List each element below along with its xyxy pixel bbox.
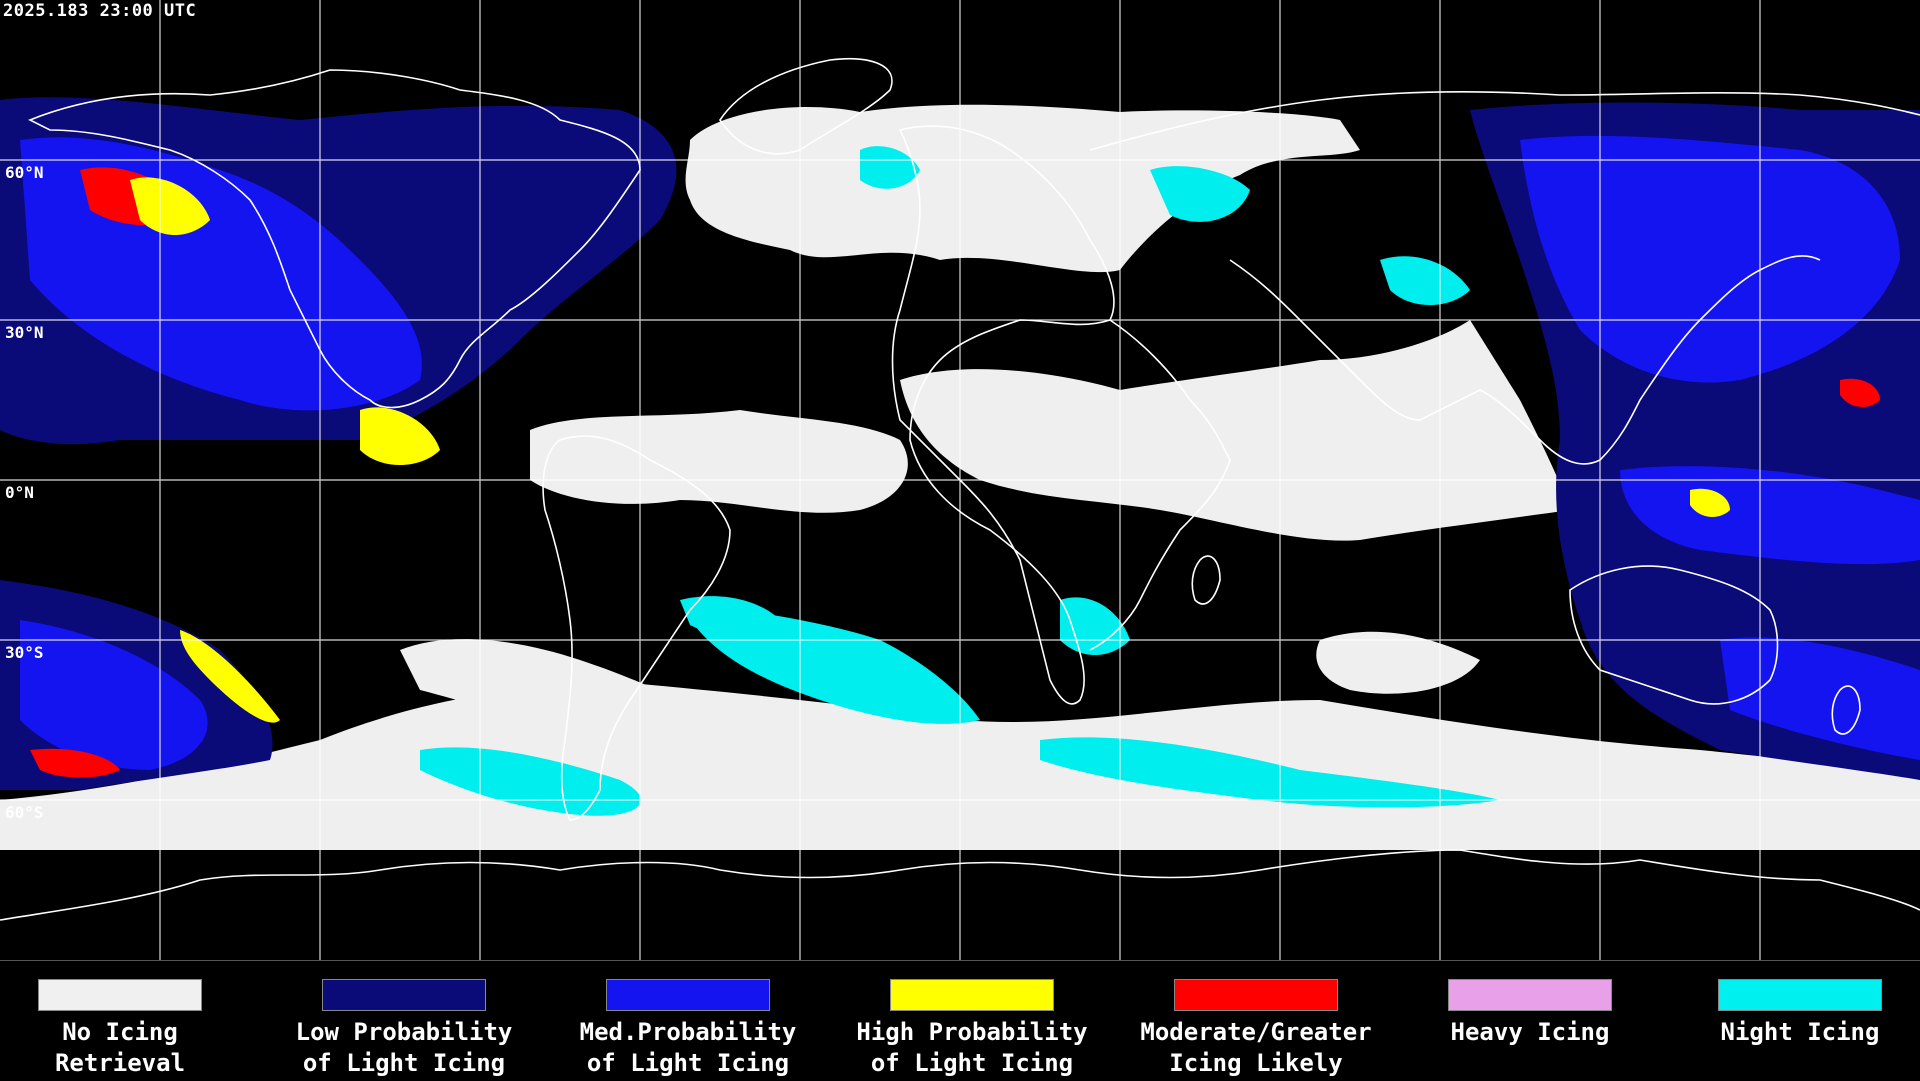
- coastline-new-zealand: [1831, 685, 1861, 735]
- coastline-greenland: [719, 58, 893, 155]
- lat-label-60n: 60°N: [5, 163, 44, 182]
- no-icing-region-sahara: [900, 320, 1570, 541]
- no-icing-region-south-indian: [1316, 631, 1480, 694]
- no-icing-region-north-atlantic: [685, 104, 1360, 273]
- legend-label-heavy-icing: Heavy Icing: [1450, 1018, 1610, 1046]
- coastline-asia: [1089, 90, 1920, 465]
- night-icing-region-southern-ocean-east: [1040, 737, 1500, 808]
- legend-label-moderate-icing: Moderate/Greater Icing Likely: [1140, 1018, 1372, 1077]
- legend-item-no-icing: No Icing Retrieval: [0, 979, 240, 1079]
- legend: No Icing Retrieval Low Probability of Ligh…: [0, 960, 1920, 1081]
- night-icing-region-south-america: [680, 596, 780, 636]
- legend-swatch-moderate-icing: [1174, 979, 1338, 1011]
- legend-item-low-probability: Low Probability of Light Icing: [284, 979, 524, 1079]
- icing-probability-layer: [0, 97, 1920, 790]
- coastline-south-america: [542, 435, 731, 821]
- legend-swatch-low-probability: [322, 979, 486, 1011]
- coastlines: [0, 58, 1920, 921]
- moderate-icing-region-south-pacific: [30, 748, 120, 778]
- moderate-icing-region-asia: [1840, 378, 1880, 407]
- night-icing-region-europe: [860, 146, 920, 189]
- legend-item-heavy-icing: Heavy Icing: [1410, 979, 1650, 1048]
- legend-item-moderate-icing: Moderate/Greater Icing Likely: [1136, 979, 1376, 1079]
- med-probability-region-south-pacific: [20, 620, 208, 770]
- legend-label-night-icing: Night Icing: [1720, 1018, 1880, 1046]
- legend-swatch-night-icing: [1718, 979, 1882, 1011]
- lat-label-60s: 60°S: [5, 803, 44, 822]
- legend-swatch-med-probability: [606, 979, 770, 1011]
- legend-label-low-probability: Low Probability of Light Icing: [295, 1018, 513, 1077]
- high-probability-region-canada: [130, 177, 210, 235]
- lat-lon-grid: [0, 0, 1920, 960]
- night-icing-region-arabia: [1380, 256, 1470, 305]
- map-canvas: [0, 0, 1920, 960]
- legend-swatch-heavy-icing: [1448, 979, 1612, 1011]
- coastline-madagascar: [1191, 555, 1221, 605]
- night-icing-region-russia: [1150, 166, 1250, 222]
- legend-swatch-no-icing: [38, 979, 202, 1011]
- legend-label-med-probability: Med.Probability of Light Icing: [579, 1018, 797, 1077]
- lat-label-0n: 0°N: [5, 483, 34, 502]
- med-probability-region-asia: [1520, 135, 1900, 383]
- legend-item-night-icing: Night Icing: [1680, 979, 1920, 1048]
- legend-item-high-probability: High Probability of Light Icing: [852, 979, 1092, 1079]
- high-probability-region-pacific: [360, 407, 440, 465]
- legend-item-med-probability: Med.Probability of Light Icing: [568, 979, 808, 1079]
- coastline-north-america: [28, 69, 641, 409]
- high-probability-region-south-pacific: [180, 630, 280, 723]
- lat-label-30n: 30°N: [5, 323, 44, 342]
- med-probability-region-australia-east: [1720, 637, 1920, 760]
- lat-label-30s: 30°S: [5, 643, 44, 662]
- no-icing-region-atlantic-tropics: [530, 410, 908, 513]
- legend-label-no-icing: No Icing Retrieval: [54, 1018, 186, 1077]
- legend-swatch-high-probability: [890, 979, 1054, 1011]
- coastline-europe-africa: [891, 125, 1115, 705]
- legend-label-high-probability: High Probability of Light Icing: [856, 1018, 1088, 1077]
- coastline-africa-east: [1089, 319, 1231, 651]
- high-probability-region-indonesia: [1690, 488, 1730, 517]
- night-icing-region-south-pacific: [420, 747, 641, 816]
- coastline-antarctica: [0, 849, 1920, 921]
- timestamp-label: 2025.183 23:00 UTC: [3, 1, 197, 21]
- icing-map: 2025.183 23:00 UTC 60°N 30°N 0°N 30°S 60…: [0, 0, 1920, 960]
